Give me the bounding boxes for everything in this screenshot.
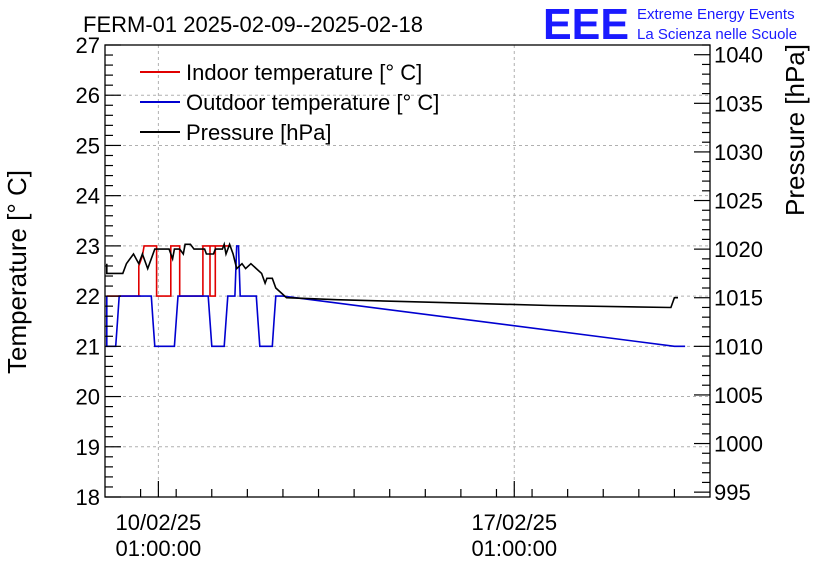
grid-lines: [105, 45, 710, 497]
x-tick-time: 01:00:00: [116, 536, 202, 561]
y-tick-label: 19: [76, 435, 100, 460]
y-tick-label: 26: [76, 83, 100, 108]
y-tick-label: 27: [76, 33, 100, 58]
legend-label-indoor: Indoor temperature [° C]: [186, 60, 422, 85]
y-tick-label: 24: [76, 184, 100, 209]
legend: Indoor temperature [° C] Outdoor tempera…: [140, 60, 439, 145]
eee-logo-mark: EEE: [543, 0, 629, 49]
y2-tick-label: 1010: [714, 334, 763, 359]
series-pressure: [106, 241, 678, 309]
eee-logo: EEE Extreme Energy Events La Scienza nel…: [543, 0, 797, 49]
x-tick-date: 17/02/25: [471, 510, 557, 535]
legend-label-outdoor: Outdoor temperature [° C]: [186, 90, 439, 115]
plot-frame: [104, 44, 711, 498]
x-tick-date: 10/02/25: [116, 510, 202, 535]
y-tick-label: 23: [76, 234, 100, 259]
y2-tick-label: 1025: [714, 189, 763, 214]
y-tick-label: 20: [76, 385, 100, 410]
chart-title: FERM-01 2025-02-09--2025-02-18: [83, 12, 423, 37]
y2-tick-label: 995: [714, 480, 751, 505]
y2-tick-label: 1000: [714, 432, 763, 457]
y2-axis-title: Pressure [hPa]: [780, 44, 810, 216]
logo-line-1: Extreme Energy Events: [637, 6, 795, 23]
series-lines: [106, 241, 686, 348]
y2-tick-label: 1020: [714, 237, 763, 262]
y2-tick-label: 1005: [714, 383, 763, 408]
y-tick-label: 21: [76, 334, 100, 359]
y-tick-label: 18: [76, 485, 100, 510]
legend-label-pressure: Pressure [hPa]: [186, 120, 332, 145]
x-tick-time: 01:00:00: [471, 536, 557, 561]
y2-axis-ticks: 995 1000 1005 1010 1015 1020 1025 1030 1035 1040: [694, 43, 763, 505]
y-axis-ticks: 18 19 20 21 22 23 24 25 26 27: [76, 33, 121, 510]
y2-tick-label: 1035: [714, 91, 763, 116]
y-tick-label: 25: [76, 133, 100, 158]
y-axis-title: Temperature [° C]: [2, 170, 32, 374]
y2-tick-label: 1030: [714, 140, 763, 165]
logo-line-2: La Scienza nelle Scuole: [637, 26, 797, 43]
y2-tick-label: 1015: [714, 286, 763, 311]
y2-tick-label: 1040: [714, 43, 763, 68]
y-tick-label: 22: [76, 284, 100, 309]
